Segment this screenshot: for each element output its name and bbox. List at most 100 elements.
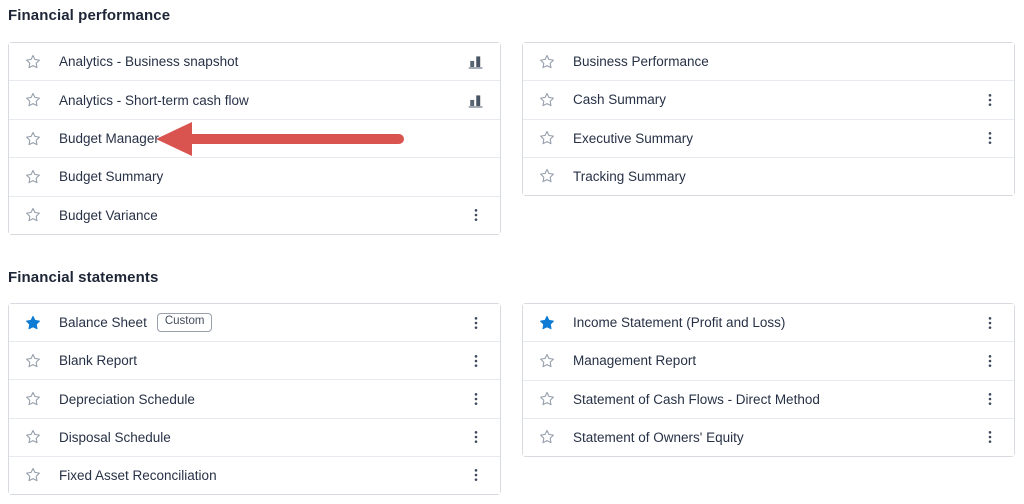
report-row[interactable]: Balance Sheet Custom (9, 304, 500, 342)
report-row[interactable]: Analytics - Business snapshot (9, 43, 500, 81)
overflow-menu-button[interactable] (464, 387, 488, 411)
report-row[interactable]: Management Report (523, 341, 1014, 380)
report-row[interactable]: Blank Report (9, 341, 500, 380)
kebab-menu-icon (988, 354, 992, 367)
favorite-star-icon[interactable] (539, 130, 555, 146)
favorite-star-icon[interactable] (25, 429, 41, 445)
report-row[interactable]: Analytics - Short-term cash flow (9, 80, 500, 119)
report-row[interactable]: Depreciation Schedule (9, 379, 500, 418)
report-link[interactable]: Business Performance (573, 54, 709, 70)
row-trailing[interactable] (464, 203, 488, 227)
report-link[interactable]: Depreciation Schedule (59, 391, 195, 407)
favorite-star-icon[interactable] (25, 353, 41, 369)
row-trailing[interactable] (978, 387, 1002, 411)
report-link[interactable]: Executive Summary (573, 130, 694, 146)
favorite-star-icon[interactable] (539, 315, 555, 331)
bar-chart-icon (468, 95, 483, 108)
kebab-menu-icon (988, 132, 992, 145)
report-link[interactable]: Budget Variance (59, 207, 158, 223)
favorite-star-icon[interactable] (539, 353, 555, 369)
row-trailing[interactable] (464, 387, 488, 411)
overflow-menu-button[interactable] (464, 425, 488, 449)
row-trailing[interactable] (464, 463, 488, 487)
overflow-menu-button[interactable] (464, 349, 488, 373)
report-row[interactable]: Cash Summary (523, 80, 1014, 119)
kebab-menu-icon (988, 431, 992, 444)
report-row[interactable]: Executive Summary (523, 118, 1014, 157)
row-trailing[interactable] (464, 425, 488, 449)
kebab-menu-icon (474, 316, 478, 329)
overflow-menu-button[interactable] (978, 311, 1002, 335)
favorite-star-icon[interactable] (539, 54, 555, 70)
kebab-menu-icon (988, 316, 992, 329)
kebab-menu-icon (474, 209, 478, 222)
bar-chart-icon (468, 56, 483, 70)
report-link[interactable]: Budget Manager (59, 131, 159, 147)
row-trailing[interactable] (464, 349, 488, 373)
report-link[interactable]: Analytics - Short-term cash flow (59, 92, 249, 108)
row-trailing[interactable] (978, 311, 1002, 335)
report-link[interactable]: Cash Summary (573, 92, 667, 108)
report-row[interactable]: Budget Manager (9, 118, 500, 158)
row-trailing[interactable] (978, 425, 1002, 449)
report-link[interactable]: Disposal Schedule (59, 429, 171, 445)
arrow-head (156, 121, 192, 156)
overflow-menu-button[interactable] (464, 203, 488, 227)
favorite-star-icon[interactable] (25, 169, 41, 185)
overflow-menu-button[interactable] (978, 126, 1002, 150)
row-trailing[interactable] (978, 126, 1002, 150)
favorite-star-icon[interactable] (25, 92, 41, 108)
favorite-star-icon[interactable] (539, 429, 555, 445)
report-link[interactable]: Statement of Cash Flows - Direct Method (573, 391, 820, 407)
kebab-menu-icon (474, 469, 478, 482)
custom-badge: Custom (156, 313, 213, 332)
favorite-star-icon[interactable] (539, 92, 555, 108)
report-link[interactable]: Blank Report (59, 353, 138, 369)
favorite-star-icon[interactable] (539, 391, 555, 407)
overflow-menu-button[interactable] (978, 387, 1002, 411)
report-link[interactable]: Balance Sheet (59, 315, 147, 331)
report-link[interactable]: Tracking Summary (573, 168, 686, 184)
report-row[interactable]: Budget Summary (9, 157, 500, 196)
report-card: Income Statement (Profit and Loss) Manag… (522, 303, 1015, 457)
report-row[interactable]: Tracking Summary (523, 156, 1014, 195)
favorite-star-icon[interactable] (25, 207, 41, 223)
overflow-menu-button[interactable] (464, 463, 488, 487)
favorite-star-icon[interactable] (25, 54, 41, 70)
report-row[interactable]: Fixed Asset Reconciliation (9, 455, 500, 495)
report-link[interactable]: Budget Summary (59, 169, 164, 185)
row-trailing[interactable] (978, 349, 1002, 373)
report-link[interactable]: Statement of Owners' Equity (573, 429, 744, 445)
report-link[interactable]: Fixed Asset Reconciliation (59, 467, 217, 483)
kebab-menu-icon (988, 93, 992, 106)
section-title: Financial performance (8, 7, 171, 24)
row-trailing[interactable] (978, 88, 1002, 112)
favorite-star-icon[interactable] (25, 391, 41, 407)
report-row[interactable]: Statement of Owners' Equity (523, 417, 1014, 456)
report-row[interactable]: Disposal Schedule (9, 417, 500, 456)
overflow-menu-button[interactable] (978, 425, 1002, 449)
overflow-menu-button[interactable] (978, 349, 1002, 373)
row-trailing (467, 53, 488, 70)
favorite-star-icon[interactable] (539, 168, 555, 184)
kebab-menu-icon (474, 431, 478, 444)
overflow-menu-button[interactable] (464, 311, 488, 335)
report-row[interactable]: Income Statement (Profit and Loss) (523, 304, 1014, 342)
report-link[interactable]: Analytics - Business snapshot (59, 54, 239, 70)
report-link[interactable]: Management Report (573, 353, 697, 369)
favorite-star-icon[interactable] (25, 467, 41, 483)
kebab-menu-icon (988, 393, 992, 406)
report-row[interactable]: Business Performance (523, 43, 1014, 81)
report-row[interactable]: Statement of Cash Flows - Direct Method (523, 379, 1014, 418)
kebab-menu-icon (474, 393, 478, 405)
kebab-menu-icon (474, 354, 478, 367)
report-row[interactable]: Budget Variance (9, 195, 500, 235)
row-trailing[interactable] (464, 311, 488, 335)
favorite-star-icon[interactable] (25, 131, 41, 147)
overflow-menu-button[interactable] (978, 88, 1002, 112)
report-link[interactable]: Income Statement (Profit and Loss) (573, 315, 786, 331)
favorite-star-icon[interactable] (25, 315, 41, 331)
report-card: Analytics - Business snapshot Analytics … (8, 42, 501, 235)
report-card: Business Performance Cash Summary (522, 42, 1015, 196)
arrow-shaft (191, 133, 404, 144)
